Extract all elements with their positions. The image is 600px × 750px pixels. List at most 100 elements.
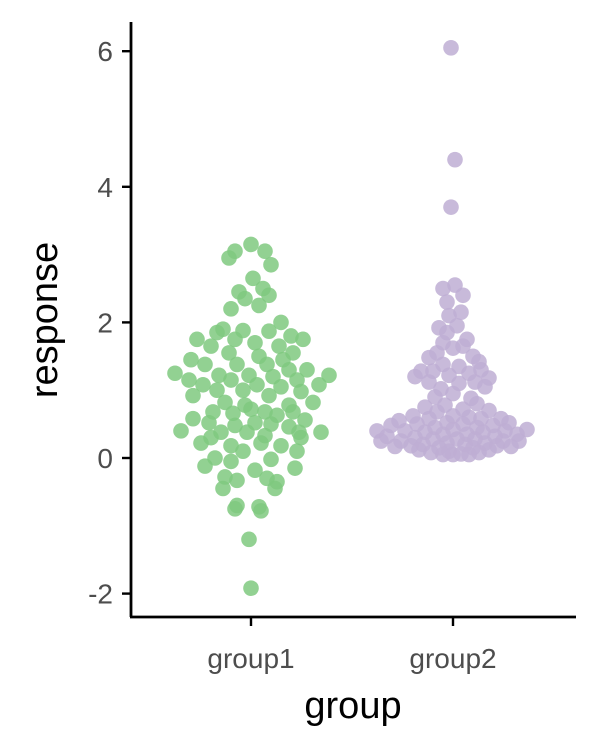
- y-axis-ticks: -2 0 2 4 6: [88, 36, 131, 610]
- x-tick-label: group2: [409, 643, 496, 674]
- x-tick-label: group1: [207, 643, 294, 674]
- data-point: [229, 356, 245, 373]
- data-point: [221, 345, 237, 361]
- data-point: [287, 460, 303, 476]
- data-point: [247, 462, 263, 479]
- data-point: [263, 416, 279, 432]
- data-point: [241, 531, 257, 548]
- data-point: [261, 287, 277, 304]
- data-point: [201, 414, 217, 431]
- data-point: [261, 387, 277, 404]
- data-point: [313, 424, 329, 441]
- data-point: [447, 151, 463, 168]
- data-point: [423, 444, 439, 461]
- data-point: [273, 379, 289, 395]
- data-point: [181, 372, 197, 388]
- data-point: [461, 446, 477, 463]
- data-point: [209, 382, 225, 399]
- data-point: [227, 501, 243, 517]
- data-point: [453, 304, 469, 321]
- data-point: [257, 243, 273, 260]
- data-point: [263, 451, 279, 468]
- data-point: [305, 394, 321, 411]
- data-point: [439, 294, 455, 310]
- data-point: [259, 356, 275, 373]
- data-point: [189, 331, 205, 348]
- data-point: [211, 367, 227, 384]
- data-point: [247, 334, 263, 351]
- data-point: [257, 404, 273, 420]
- data-point: [221, 250, 237, 266]
- data-point: [273, 437, 289, 454]
- data-point: [297, 412, 313, 428]
- data-point: [217, 394, 233, 411]
- data-point: [477, 379, 493, 395]
- data-point: [243, 580, 259, 596]
- data-point: [283, 328, 299, 344]
- data-point: [311, 376, 327, 393]
- data-point: [253, 435, 269, 451]
- data-point: [261, 323, 277, 340]
- data-point: [225, 405, 241, 422]
- data-point: [251, 297, 267, 314]
- data-point: [243, 236, 259, 253]
- data-point: [293, 383, 309, 400]
- data-point: [249, 376, 265, 393]
- data-point: [445, 340, 461, 356]
- x-axis-title: group: [304, 685, 401, 727]
- data-point: [227, 331, 243, 348]
- data-point: [185, 387, 201, 404]
- data-point: [235, 443, 251, 460]
- x-axis-ticks: group1 group2: [207, 617, 497, 674]
- data-point: [387, 438, 403, 455]
- data-point: [193, 435, 209, 451]
- data-point: [285, 404, 301, 420]
- data-point: [421, 374, 437, 390]
- data-point: [223, 453, 239, 470]
- data-point: [293, 429, 309, 446]
- data-point: [239, 424, 255, 441]
- data-point: [167, 365, 183, 382]
- data-point: [263, 256, 279, 273]
- data-point: [203, 338, 219, 354]
- data-point: [445, 385, 461, 402]
- y-tick-label: -2: [88, 579, 113, 610]
- data-point: [411, 442, 427, 458]
- data-point: [289, 443, 305, 460]
- plot-points: [167, 40, 535, 596]
- y-tick-label: 4: [97, 172, 113, 203]
- data-point: [503, 438, 519, 455]
- data-point: [299, 362, 315, 378]
- data-point: [421, 349, 437, 366]
- data-point: [445, 446, 461, 463]
- data-point: [407, 368, 423, 385]
- data-point: [469, 395, 485, 412]
- data-point: [173, 423, 189, 439]
- data-point: [223, 372, 239, 388]
- series-group2: [369, 40, 535, 463]
- data-point: [243, 401, 259, 417]
- y-tick-label: 2: [97, 307, 113, 338]
- data-point: [197, 458, 213, 474]
- data-point: [223, 301, 239, 317]
- data-point: [237, 290, 253, 307]
- y-tick-label: 6: [97, 36, 113, 67]
- data-point: [271, 338, 287, 354]
- data-point: [245, 270, 261, 287]
- data-point: [215, 480, 231, 497]
- y-axis-title: response: [24, 242, 66, 398]
- data-point: [209, 324, 225, 341]
- data-point: [321, 367, 337, 384]
- data-point: [435, 280, 451, 297]
- data-point: [443, 40, 459, 56]
- data-point: [229, 472, 245, 489]
- data-point: [195, 376, 211, 393]
- data-point: [223, 437, 239, 454]
- data-point: [253, 503, 269, 519]
- data-point: [273, 314, 289, 331]
- data-point: [227, 417, 243, 434]
- data-point: [373, 433, 389, 449]
- y-tick-label: 0: [97, 443, 113, 474]
- data-point: [443, 199, 459, 215]
